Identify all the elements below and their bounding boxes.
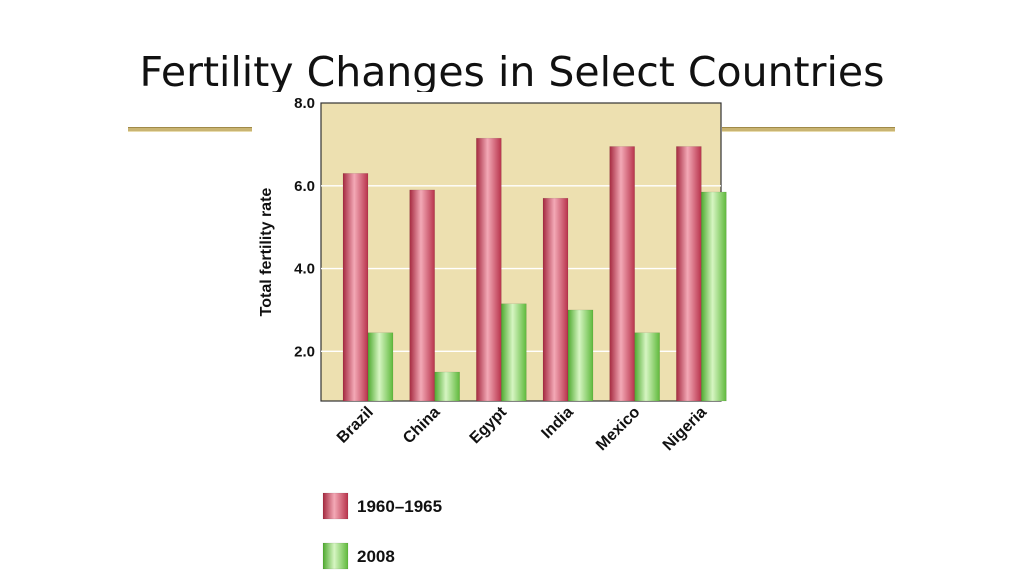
legend-swatch — [322, 492, 349, 520]
y-tick-label: 2.0 — [294, 343, 315, 360]
title-rule-left — [128, 127, 252, 132]
category-label: Nigeria — [660, 404, 710, 454]
y-tick-label: 8.0 — [294, 95, 315, 112]
legend: 1960–1965 2008 — [322, 492, 442, 570]
category-label: Brazil — [334, 404, 377, 447]
category-label: Mexico — [593, 404, 644, 455]
bar-egypt-2008 — [501, 303, 527, 402]
bar-india-2008 — [567, 309, 594, 402]
bar-india-1960-1965 — [542, 197, 569, 402]
bar-brazil-1960-1965 — [342, 173, 369, 402]
bar-china-1960-1965 — [409, 189, 435, 402]
bar-nigeria-2008 — [701, 191, 727, 402]
y-tick-label: 4.0 — [294, 261, 315, 278]
category-label: India — [538, 404, 576, 442]
slide-title: Fertility Changes in Select Countries — [139, 48, 885, 92]
bars — [342, 137, 727, 402]
legend-label: 1960–1965 — [357, 497, 442, 516]
category-label: Egypt — [467, 403, 511, 447]
category-label: China — [400, 404, 444, 448]
y-tick-labels: 2.0 4.0 6.0 8.0 — [294, 95, 315, 360]
bar-mexico-1960-1965 — [609, 146, 635, 402]
bar-china-2008 — [434, 371, 460, 402]
bar-nigeria-1960-1965 — [676, 146, 702, 402]
title-rule-right — [722, 127, 895, 132]
category-labels: Brazil China Egypt India Mexico Nigeria — [334, 403, 710, 454]
bar-egypt-1960-1965 — [476, 137, 502, 402]
bar-mexico-2008 — [634, 332, 660, 402]
legend-label: 2008 — [357, 547, 395, 566]
bar-brazil-2008 — [367, 332, 394, 402]
legend-swatch — [322, 542, 349, 570]
y-tick-label: 6.0 — [294, 178, 315, 195]
y-axis-title: Total fertility rate — [258, 188, 275, 317]
